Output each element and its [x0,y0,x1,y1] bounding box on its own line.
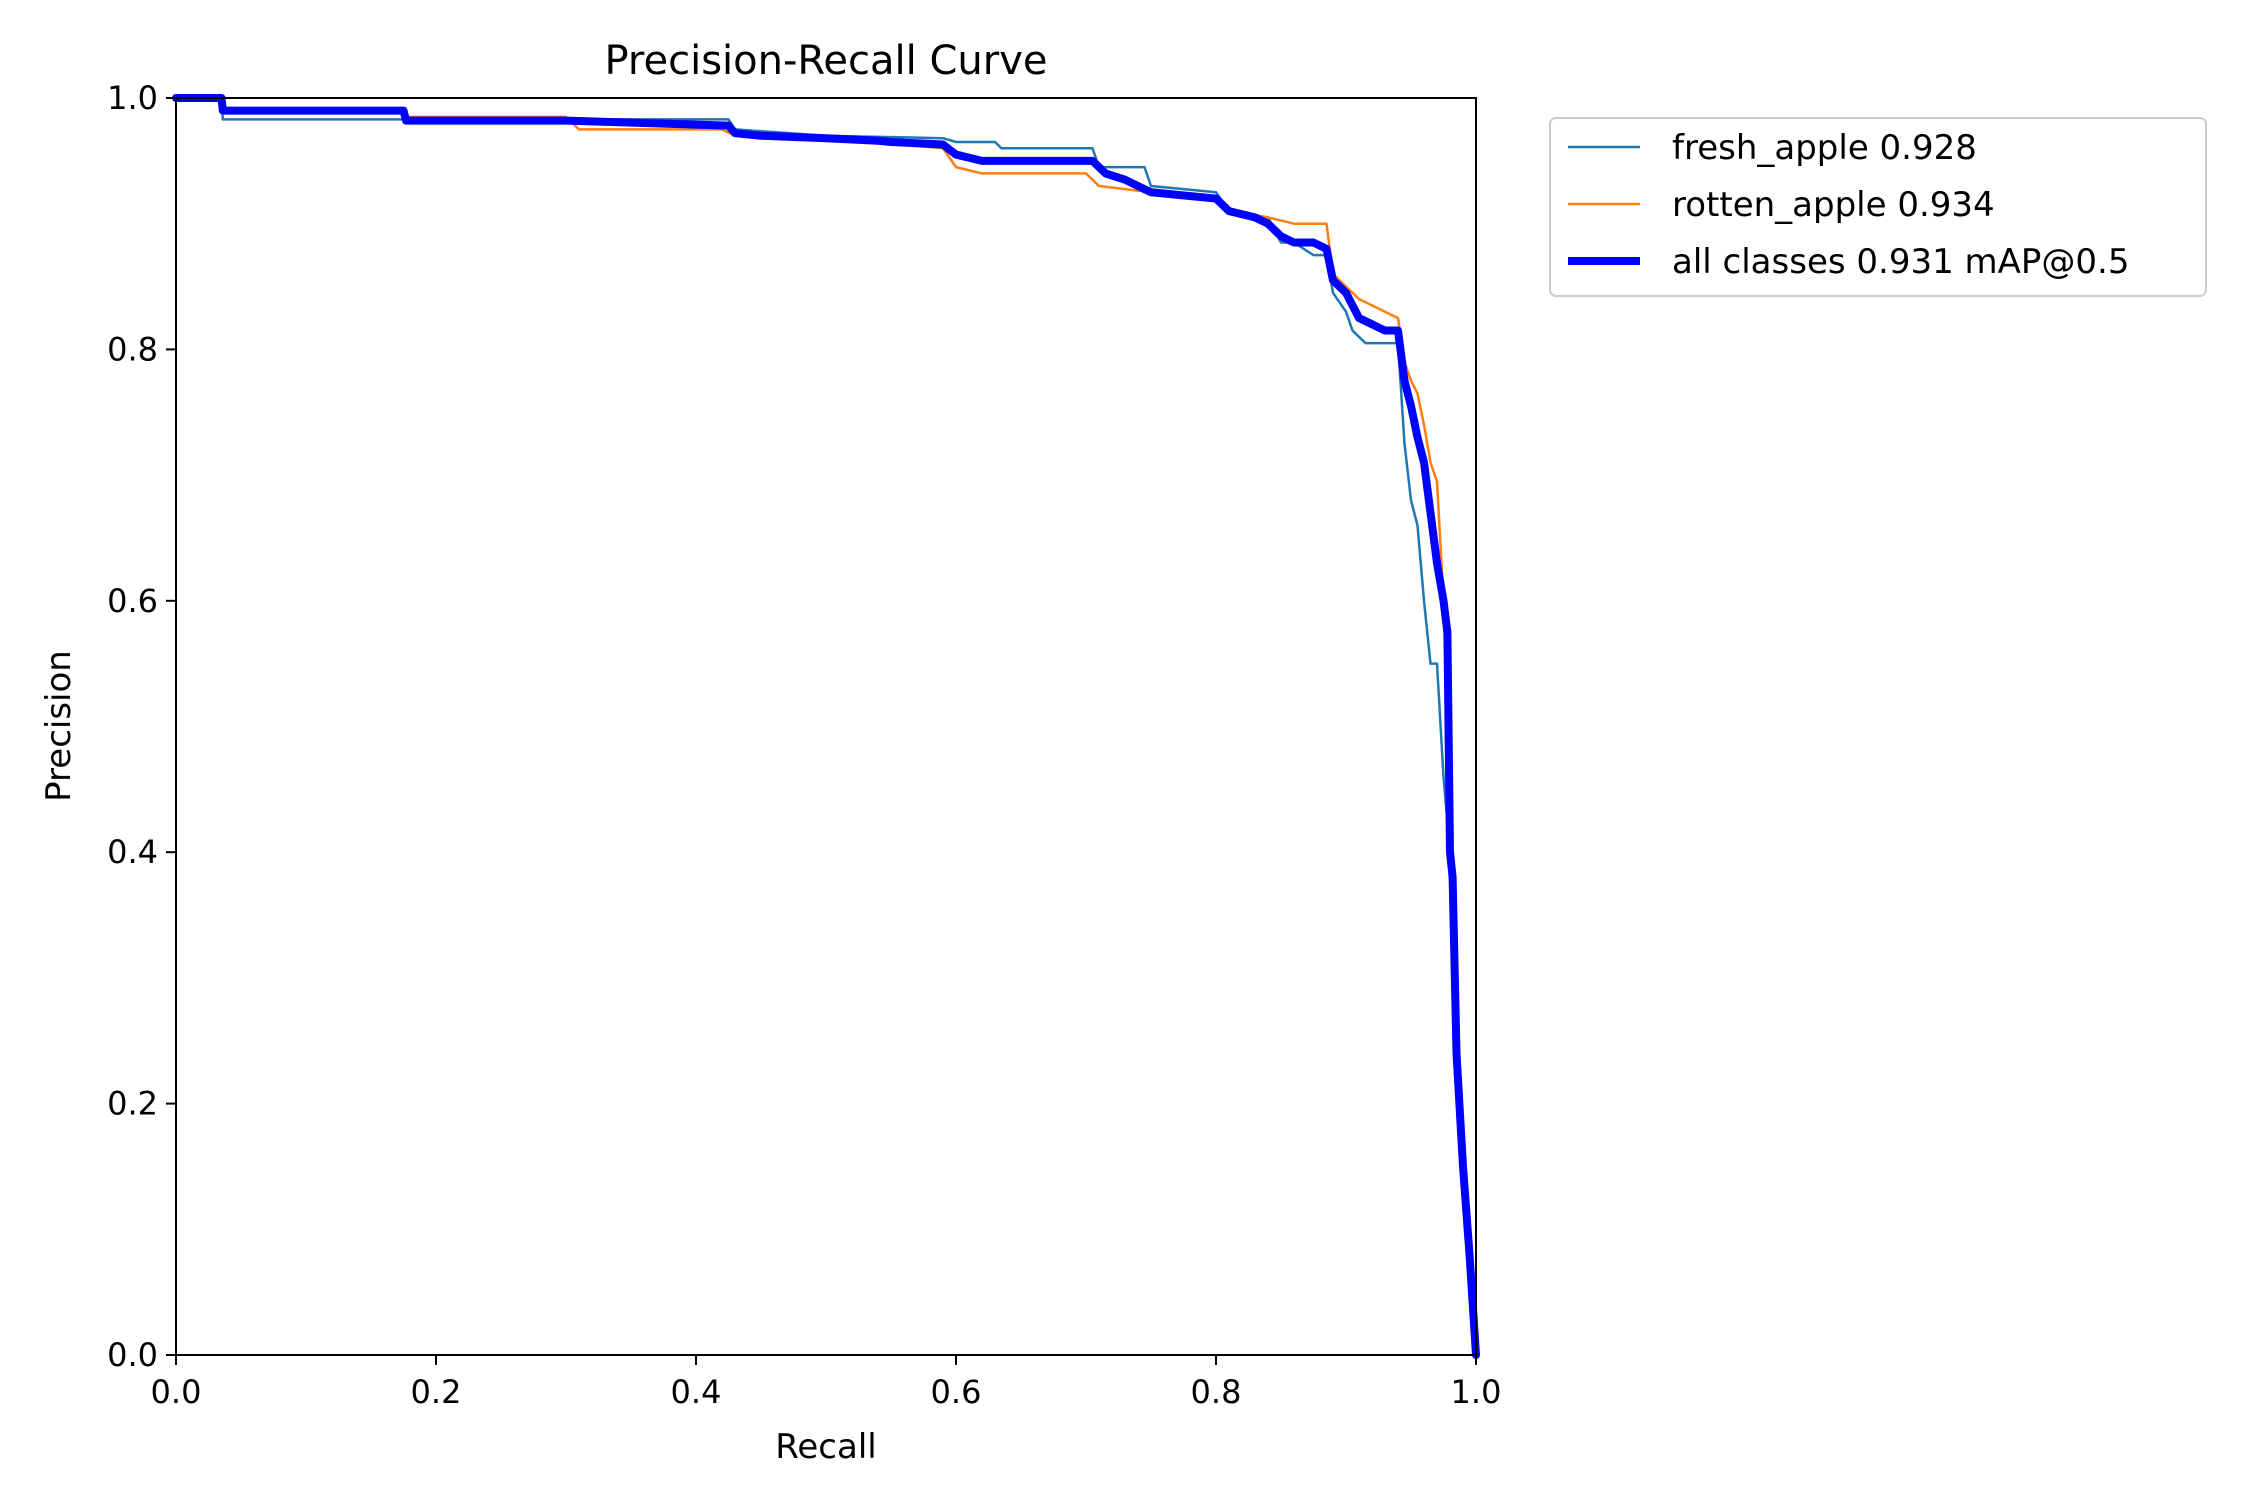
chart-title: Precision-Recall Curve [605,38,1048,84]
x-tick-label: 0.2 [411,1373,462,1411]
x-tick-label: 0.0 [151,1373,202,1411]
x-axis-ticks: 0.0 0.2 0.4 0.6 0.8 1.0 [151,1355,1502,1411]
legend-items: fresh_apple 0.928 rotten_apple 0.934 all c… [1568,128,2129,282]
legend-label: rotten_apple 0.934 [1672,185,1995,225]
y-tick-label: 0.6 [107,582,158,620]
y-tick-label: 0.0 [107,1336,158,1374]
x-tick-label: 1.0 [1451,1373,1502,1411]
legend-label: fresh_apple 0.928 [1672,128,1977,168]
plot-frame [175,97,1477,1356]
plot-area [172,94,1480,1359]
x-axis-label: Recall [775,1427,876,1467]
y-tick-label: 0.2 [107,1085,158,1123]
x-tick-label: 0.6 [931,1373,982,1411]
legend: fresh_apple 0.928 rotten_apple 0.934 all c… [1549,117,2207,297]
y-tick-label: 1.0 [107,79,158,117]
legend-box [1549,117,2207,297]
x-tick-label: 0.4 [671,1373,722,1411]
series-layer [172,94,1480,1359]
y-tick-label: 0.4 [107,833,158,871]
legend-label: all classes 0.931 mAP@0.5 [1672,242,2129,282]
y-axis-label: Precision [39,650,79,802]
series-line-all [172,94,1480,1359]
x-tick-label: 0.8 [1191,1373,1242,1411]
y-tick-label: 0.8 [107,330,158,368]
y-axis-ticks: 0.0 0.2 0.4 0.6 0.8 1.0 [107,79,176,1374]
